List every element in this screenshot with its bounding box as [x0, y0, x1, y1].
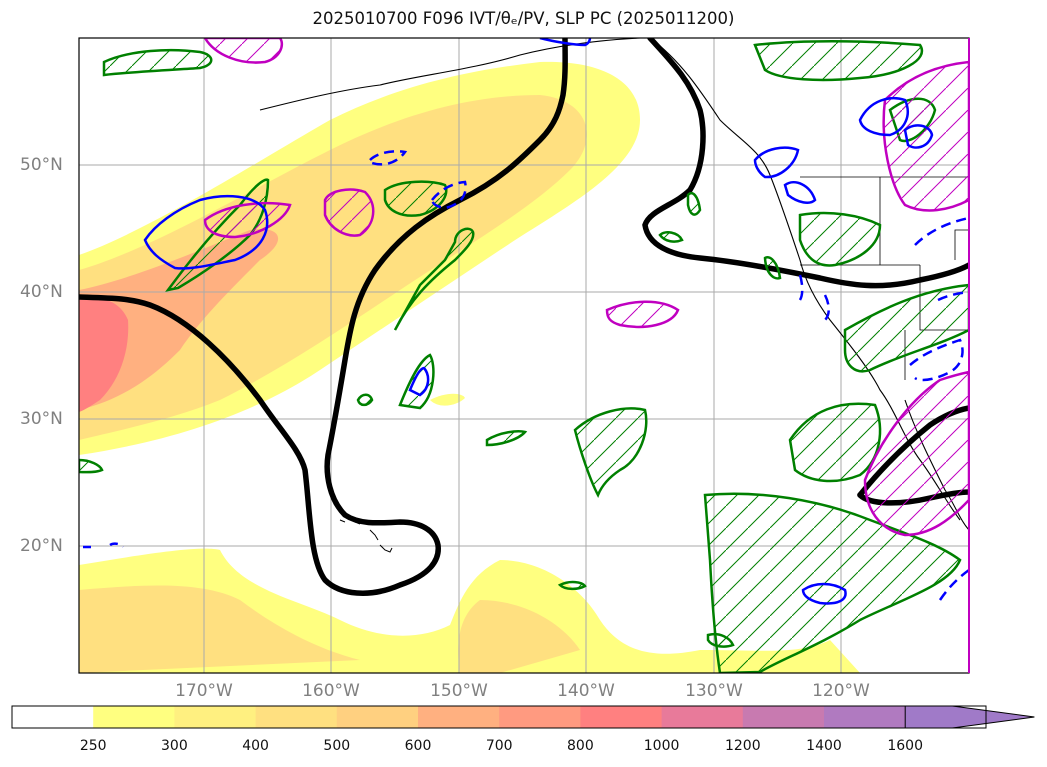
blue-dash-8	[798, 274, 804, 301]
pv-region-1	[102, 48, 213, 77]
theta-region-1	[203, 38, 284, 64]
pv-region-17	[79, 458, 104, 474]
figure-title: 2025010700 F096 IVT/θₑ/PV, SLP PC (20250…	[312, 9, 735, 28]
ivt-south-band-inner	[79, 585, 360, 673]
pv-region-9	[798, 211, 882, 267]
lon-label-130w: 130°W	[685, 681, 743, 701]
blue-contour-7	[801, 582, 847, 605]
pv-region-5	[383, 180, 448, 217]
blue-dash-7	[823, 294, 830, 321]
lat-label-30n: 30°N	[20, 409, 63, 429]
blue-dash-4	[937, 290, 969, 302]
pv-region-8	[703, 492, 962, 673]
colorbar-tick-label: 600	[404, 738, 432, 754]
lat-label-40n: 40°N	[20, 282, 63, 302]
pv-region-2	[753, 40, 924, 82]
colorbar-tick-label: 1000	[643, 738, 680, 754]
pv-region-19	[706, 633, 735, 648]
pv-region-18	[686, 191, 702, 216]
pv-region-7	[573, 407, 648, 498]
blue-contour-2	[539, 38, 592, 47]
colorbar-tick-label: 1600	[887, 738, 923, 754]
colorbar-tick-label: 400	[242, 738, 269, 754]
theta-region-2	[203, 201, 292, 239]
colorbar-tick-label: 700	[485, 738, 513, 754]
blue-contour-4	[858, 96, 909, 137]
ivt-band-400	[79, 95, 587, 440]
colorbar-tick-label: 250	[79, 738, 107, 754]
colorbar-tick-label: 800	[567, 738, 594, 754]
slp-contour-east	[642, 38, 969, 289]
slp-contour-west	[79, 38, 568, 596]
blue-contours	[83, 38, 969, 605]
pv-region-16	[356, 393, 374, 407]
lon-label-160w: 160°W	[302, 681, 360, 701]
theta-region-4	[605, 300, 680, 329]
colorbar-tick-label: 1400	[806, 738, 842, 754]
theta-region-3	[323, 188, 375, 237]
pv-region-14	[763, 256, 782, 280]
ivt-south-band-inner-2	[458, 600, 580, 673]
ivt-band-800	[79, 298, 129, 412]
blue-contour-1	[143, 194, 269, 270]
pv-region-10	[843, 283, 969, 373]
blue-contour-8	[783, 181, 817, 204]
colorbar-tick-label: 500	[323, 738, 351, 754]
blue-dash-5	[909, 338, 964, 382]
lon-label-150w: 150°W	[430, 681, 488, 701]
blue-dash-6	[938, 568, 969, 601]
pv-region-20	[557, 580, 587, 591]
blue-dash-9	[83, 542, 124, 549]
blue-dash-1	[369, 150, 408, 166]
lon-label-140w: 140°W	[557, 681, 615, 701]
blue-contour-6	[408, 366, 430, 397]
theta-contours	[203, 38, 969, 537]
lat-label-50n: 50°N	[20, 155, 63, 175]
pv-region-12	[658, 231, 684, 243]
blue-contour-5	[903, 124, 934, 149]
pv-region-13	[485, 430, 528, 447]
alaska-coast	[259, 38, 641, 111]
lat-label-20n: 20°N	[20, 536, 63, 556]
lon-label-170w: 170°W	[175, 681, 233, 701]
colorbar-tick-label: 300	[161, 738, 188, 754]
blue-dash-3	[914, 216, 969, 246]
lon-label-120w: 120°W	[812, 681, 870, 701]
colorbar-tick-label: 1200	[724, 738, 761, 754]
blue-contour-3	[753, 146, 800, 179]
blue-dash-2	[430, 180, 467, 210]
pv-region-11	[788, 402, 882, 483]
pv-region-4	[393, 227, 475, 331]
ivt-blob-small	[430, 393, 465, 406]
